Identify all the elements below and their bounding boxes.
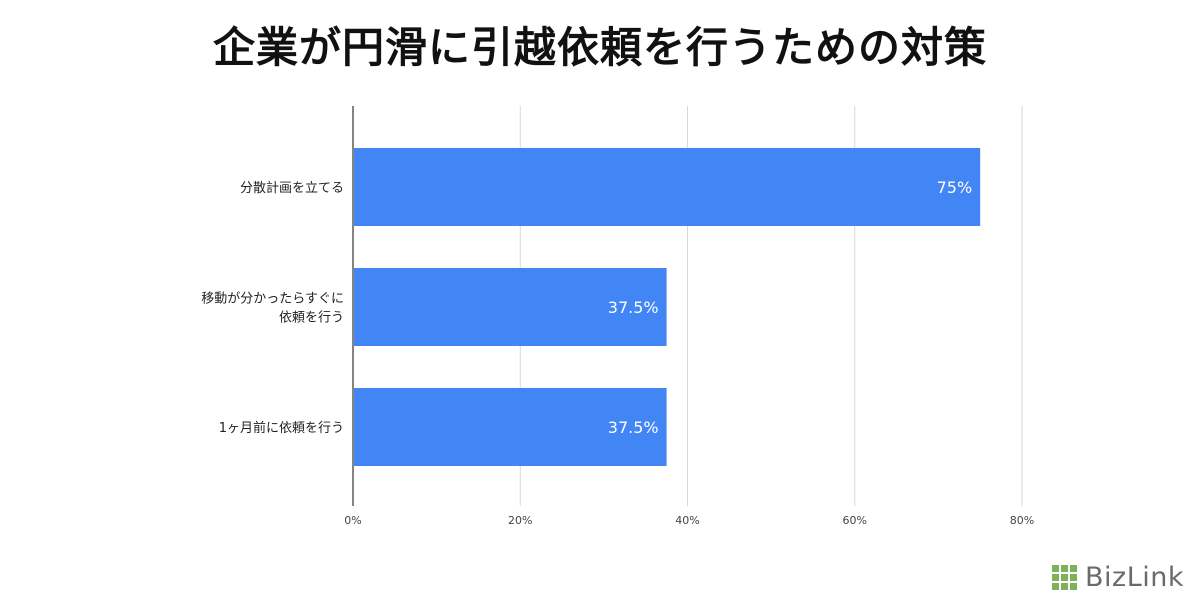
bizlink-logo: BizLink — [1052, 561, 1184, 593]
data-label: 37.5% — [608, 418, 659, 437]
category-label: 移動が分かったらすぐに — [201, 292, 344, 307]
x-tick-label: 40% — [675, 514, 699, 527]
category-label: 1ヶ月前に依頼を行う — [219, 420, 344, 436]
x-tick-label: 20% — [508, 514, 532, 527]
x-tick-label: 80% — [1010, 514, 1034, 527]
x-tick-label: 0% — [344, 514, 361, 527]
bar — [354, 148, 981, 226]
data-label: 75% — [937, 178, 973, 197]
category-label: 依頼を行う — [279, 311, 344, 326]
category-label: 分散計画を立てる — [240, 180, 344, 196]
bar — [354, 268, 667, 346]
logo-grid-icon — [1052, 564, 1077, 590]
x-tick-label: 60% — [843, 514, 867, 527]
logo-text: BizLink — [1085, 561, 1184, 593]
chart-title: 企業が円滑に引越依頼を行うための対策 — [212, 23, 987, 72]
data-label: 37.5% — [608, 298, 659, 317]
bar — [354, 388, 667, 466]
